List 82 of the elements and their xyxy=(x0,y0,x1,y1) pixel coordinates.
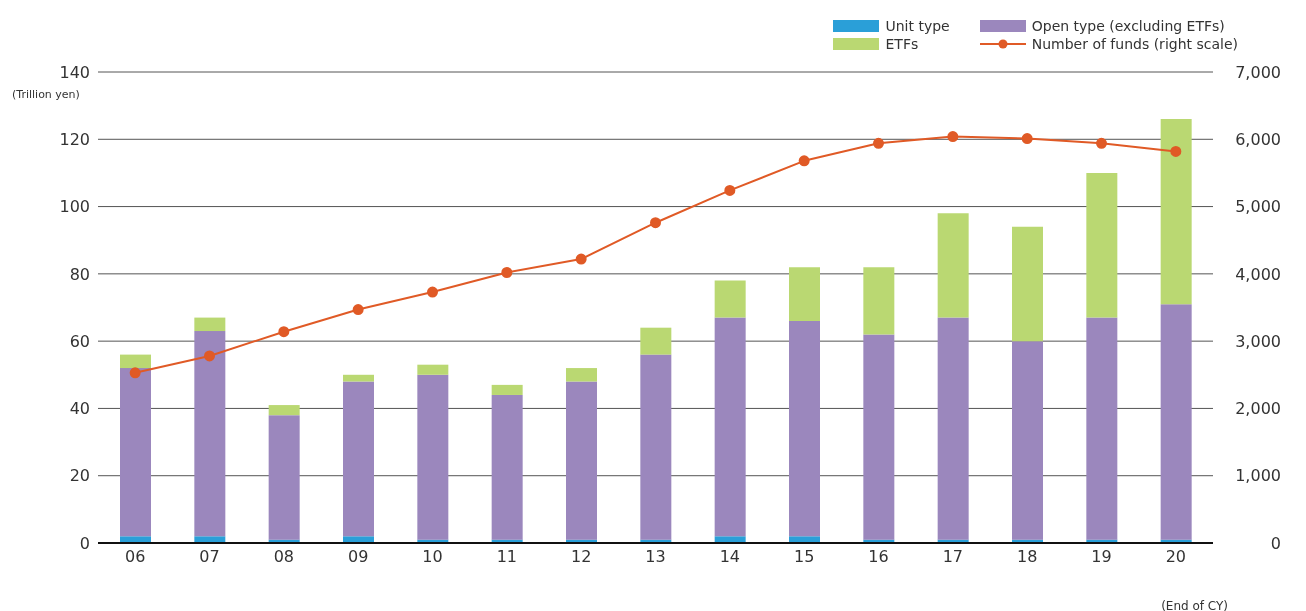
x-tick-label: 14 xyxy=(719,547,741,567)
bar xyxy=(417,374,449,540)
bar xyxy=(566,368,597,382)
y2-tick-label: 7,000 xyxy=(1235,62,1281,82)
legend-label: ETFs xyxy=(885,36,919,52)
point xyxy=(1170,145,1182,157)
point xyxy=(650,217,661,229)
bar xyxy=(1086,172,1118,318)
x-tick-label: 17 xyxy=(942,547,964,567)
bar xyxy=(194,317,226,332)
bar xyxy=(937,317,969,540)
x-tick-label: 19 xyxy=(1091,547,1112,567)
bar xyxy=(1012,341,1043,540)
point xyxy=(1021,133,1033,145)
bar xyxy=(120,354,151,369)
point xyxy=(873,137,884,149)
point xyxy=(129,367,141,379)
legend-label: Open type (excluding ETFs) xyxy=(1031,18,1225,34)
bar xyxy=(268,415,300,540)
y2-tick-label: 4,000 xyxy=(1235,264,1281,284)
y-axis-title: (Trillion yen) xyxy=(12,88,80,101)
x-tick-label: 20 xyxy=(1165,547,1187,567)
bar xyxy=(863,334,895,540)
bar xyxy=(1012,226,1043,342)
legend-label: Number of funds (right scale) xyxy=(1031,36,1238,52)
bar xyxy=(714,280,746,318)
y-tick-label: 100 xyxy=(59,197,90,217)
y-tick-label: 20 xyxy=(69,466,90,486)
y-tick-label: 140 xyxy=(59,62,90,82)
x-tick-label: 12 xyxy=(570,547,592,567)
y-tick-label: 80 xyxy=(69,264,90,284)
bar xyxy=(194,331,226,537)
x-tick-label: 06 xyxy=(124,547,146,567)
x-tick-label: 13 xyxy=(645,547,666,567)
x-tick-label: 07 xyxy=(199,547,220,567)
point xyxy=(204,350,215,362)
y2-tick-label: 0 xyxy=(1270,533,1281,553)
bar xyxy=(343,381,374,537)
bar xyxy=(491,394,523,540)
bar xyxy=(120,368,151,537)
bar xyxy=(863,267,895,335)
x-tick-label: 18 xyxy=(1016,547,1038,567)
bar xyxy=(640,327,672,355)
x-tick-label: 10 xyxy=(422,547,443,567)
point xyxy=(352,304,364,316)
bar xyxy=(937,213,969,318)
bar xyxy=(714,317,746,537)
bar xyxy=(268,405,300,416)
bar xyxy=(1160,119,1192,305)
x-tick-label: 11 xyxy=(496,547,518,567)
x-tick-label: 08 xyxy=(273,547,295,567)
x-tick-label: 15 xyxy=(793,547,815,567)
bar xyxy=(491,384,523,395)
legend-label: Unit type xyxy=(885,18,950,34)
bar xyxy=(789,320,820,537)
bar xyxy=(417,364,449,375)
x-axis-title: (End of CY) xyxy=(1161,599,1228,611)
point xyxy=(724,184,736,196)
bar xyxy=(1086,317,1118,540)
y2-tick-label: 3,000 xyxy=(1235,331,1281,351)
y-tick-label: 60 xyxy=(69,331,90,351)
y-tick-label: 0 xyxy=(79,533,90,553)
bar xyxy=(789,267,820,321)
y-tick-label: 120 xyxy=(59,129,90,149)
x-tick-label: 16 xyxy=(868,547,889,567)
y2-tick-label: 6,000 xyxy=(1235,129,1281,149)
bar xyxy=(343,374,374,382)
bar xyxy=(640,354,672,540)
bar xyxy=(1160,304,1192,540)
point xyxy=(798,155,810,167)
point xyxy=(427,286,438,298)
y2-tick-label: 1,000 xyxy=(1235,466,1281,486)
x-tick-label: 09 xyxy=(347,547,369,567)
point xyxy=(947,131,959,143)
point xyxy=(575,253,587,265)
y2-tick-label: 5,000 xyxy=(1235,197,1281,217)
point xyxy=(1096,137,1107,149)
point xyxy=(278,326,290,338)
y2-tick-label: 2,000 xyxy=(1235,399,1281,419)
bar xyxy=(566,381,597,540)
point xyxy=(501,267,513,279)
y-tick-label: 40 xyxy=(69,399,90,419)
